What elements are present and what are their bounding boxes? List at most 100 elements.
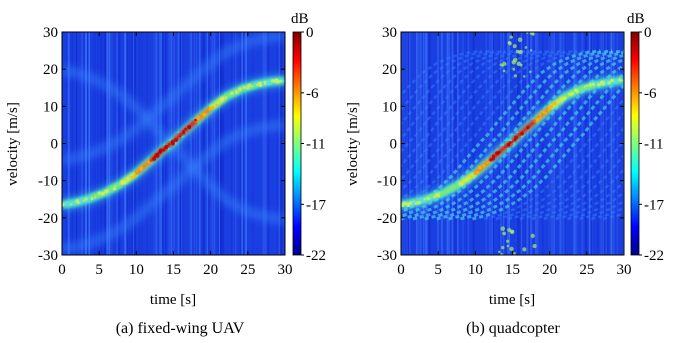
trace-speckle	[433, 195, 437, 199]
trace-speckle	[136, 169, 139, 173]
trace-speckle	[513, 138, 517, 141]
noise-streak	[554, 32, 555, 255]
noise-streak	[424, 32, 426, 255]
ghost-trace	[62, 32, 285, 166]
noise-streak	[67, 32, 70, 255]
noise-streak	[279, 32, 282, 255]
colorbar-tick-label: 0	[644, 25, 652, 41]
noise-streak	[531, 32, 534, 255]
y-tick-label: 30	[382, 25, 397, 41]
noise-streak	[211, 32, 214, 255]
noise-streak	[542, 32, 544, 255]
noise-streak	[242, 32, 244, 255]
noise-streak	[603, 32, 606, 255]
noise-streak	[193, 32, 196, 255]
micro-doppler-speckle	[507, 41, 511, 45]
noise-streak	[581, 32, 584, 255]
noise-streak	[239, 32, 241, 255]
micro-doppler-stripe	[401, 49, 577, 201]
y-tick-label: 10	[43, 99, 58, 115]
y-tick-label: 20	[382, 62, 397, 78]
noise-streak	[181, 32, 183, 255]
trace-speckle	[130, 176, 133, 179]
colorbar-label-a: dB	[291, 11, 309, 27]
noise-streak	[189, 32, 192, 255]
noise-streak	[419, 32, 422, 255]
plot-area-a	[62, 32, 285, 255]
trace-speckle	[491, 154, 496, 158]
micro-doppler-stripe	[555, 180, 624, 221]
noise-streak	[81, 32, 83, 255]
trace-speckle	[423, 198, 427, 201]
x-tick-label: 5	[95, 262, 103, 278]
micro-doppler-speckle	[511, 60, 516, 65]
x-axis-label-b: time [s]	[489, 292, 535, 308]
colorbar-a	[292, 31, 302, 256]
colorbar-tick-label: -22	[306, 248, 326, 264]
noise-streak	[457, 32, 459, 255]
noise-streak	[267, 32, 270, 255]
trace-speckle	[610, 79, 614, 82]
plot-area-b	[401, 32, 624, 255]
trace-speckle	[238, 87, 242, 92]
noise-streak	[534, 32, 537, 255]
trace-speckle	[464, 179, 467, 182]
y-tick-label: -10	[38, 174, 58, 190]
noise-streak	[522, 32, 525, 255]
noise-streak	[462, 32, 464, 255]
noise-streak	[528, 32, 530, 255]
trace-speckle	[583, 85, 586, 88]
micro-doppler-speckle	[500, 226, 505, 231]
y-tick-label: -30	[377, 248, 397, 264]
trace-speckle	[114, 184, 117, 187]
micro-doppler-speckle	[506, 244, 510, 248]
noise-streak	[454, 32, 457, 255]
trace-speckle	[550, 105, 554, 109]
x-tick-label: 15	[166, 262, 181, 278]
noise-streak	[131, 32, 134, 255]
y-tick-label: -30	[38, 248, 58, 264]
noise-streak	[207, 32, 209, 255]
micro-doppler-stripe	[401, 49, 494, 112]
trace-speckle	[174, 138, 178, 142]
trace-speckle	[90, 197, 94, 200]
trace-speckle	[97, 191, 102, 196]
micro-doppler-speckle	[513, 74, 518, 78]
noise-streak	[562, 32, 565, 255]
trace-speckle	[181, 131, 186, 135]
noise-streak	[576, 32, 578, 255]
trace-speckle	[105, 189, 110, 193]
micro-doppler-stripe	[424, 53, 624, 221]
trace-speckle	[403, 201, 407, 205]
micro-doppler-speckle	[513, 252, 516, 255]
noise-streak	[485, 32, 488, 255]
trace-speckle	[273, 80, 277, 84]
trace-speckle	[182, 129, 185, 132]
micro-doppler-stripe	[448, 63, 624, 221]
x-tick-label: 15	[505, 262, 520, 278]
trace-speckle	[154, 153, 158, 157]
x-tick-label: 20	[542, 262, 557, 278]
trace-speckle	[536, 117, 540, 121]
noise-streak	[604, 32, 607, 255]
noise-streak	[86, 32, 89, 255]
noise-streak	[206, 32, 209, 255]
micro-doppler-speckle	[500, 252, 504, 255]
trace-speckle	[428, 197, 431, 200]
noise-streak	[591, 32, 594, 255]
micro-doppler-speckle	[530, 233, 535, 239]
trace-speckle	[194, 118, 197, 122]
noise-streak	[88, 32, 90, 255]
noise-streak	[532, 32, 535, 255]
y-axis-label-b: velocity [m/s]	[345, 102, 361, 186]
noise-streak	[615, 32, 618, 255]
noise-streak	[264, 32, 266, 255]
x-tick-label: 25	[579, 262, 594, 278]
micro-doppler-stripe	[567, 191, 624, 221]
colorbar-tick-label: -11	[306, 137, 325, 153]
micro-doppler-stripe	[495, 111, 624, 221]
micro-doppler-speckle	[529, 70, 532, 73]
micro-doppler-stripe	[531, 153, 624, 221]
trace-speckle	[77, 201, 80, 205]
